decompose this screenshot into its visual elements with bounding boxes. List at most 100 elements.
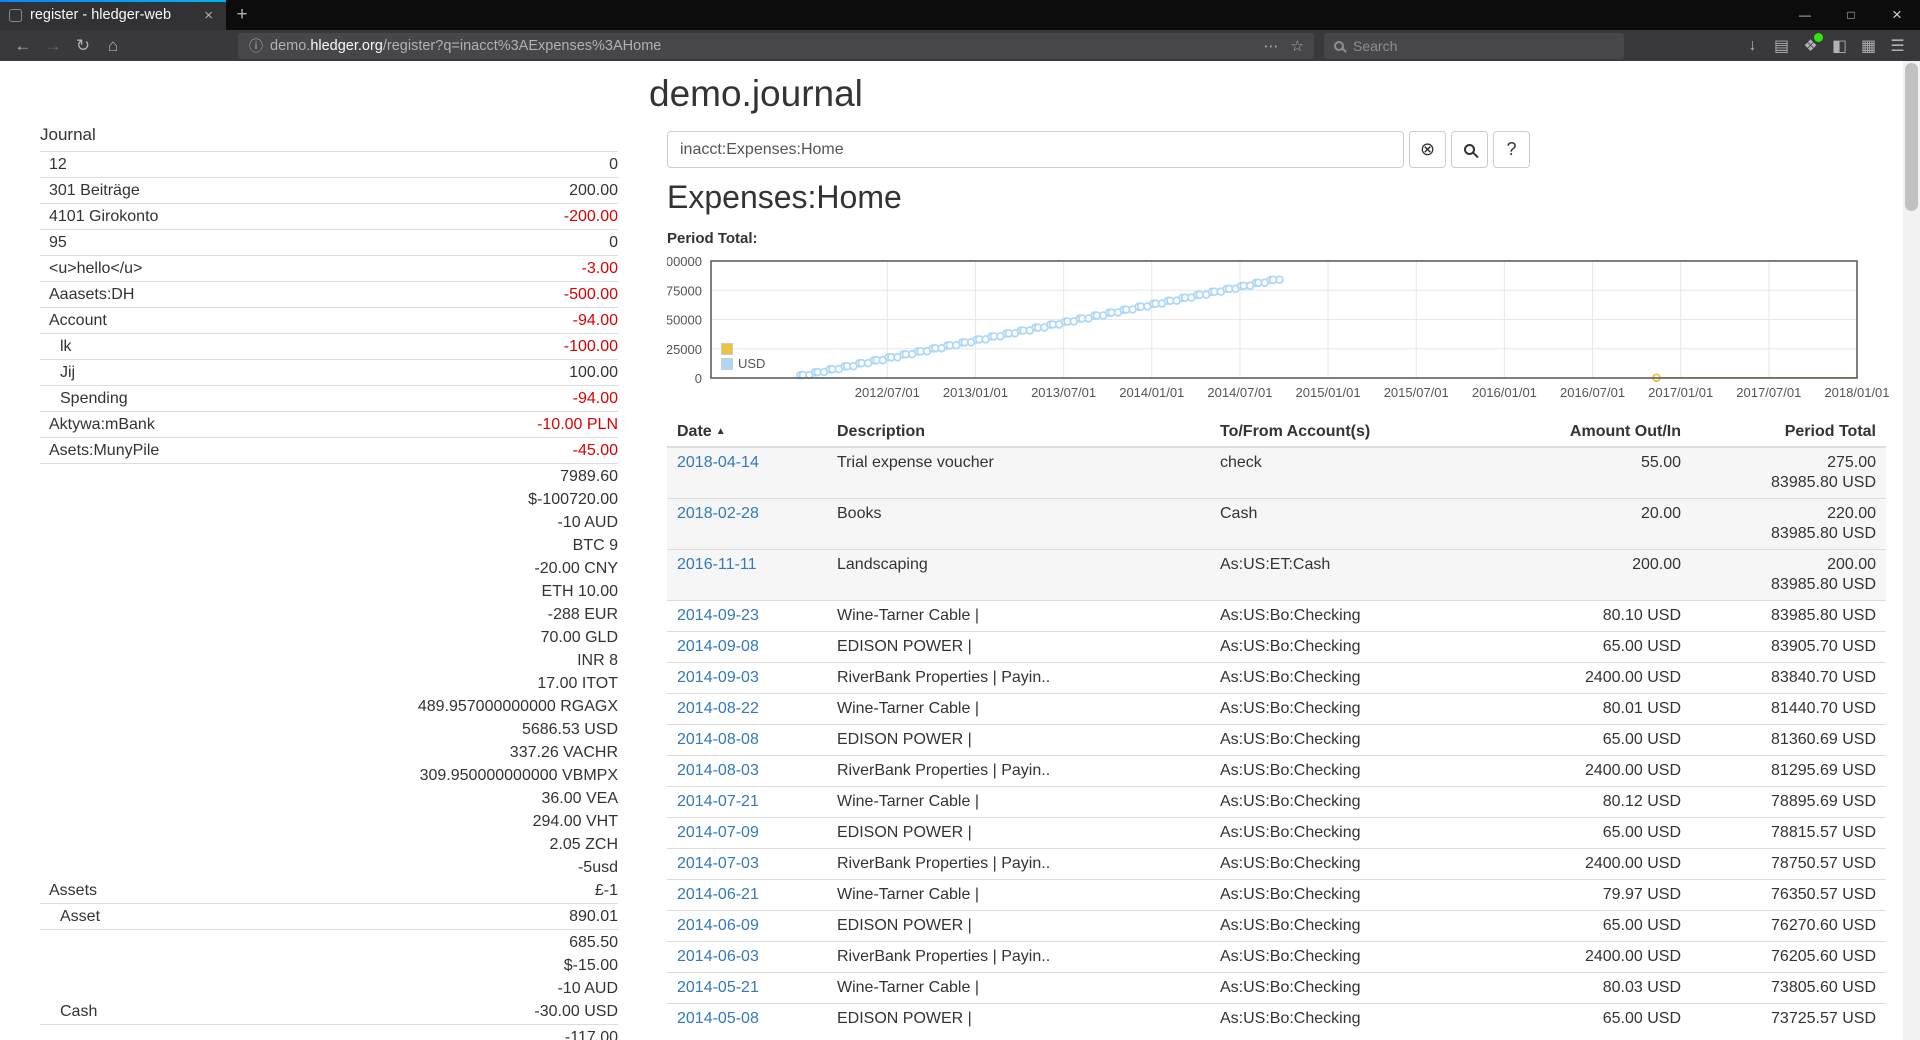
register-row: 2014-07-09 EDISON POWER | As:US:Bo:Checkin… bbox=[667, 817, 1886, 849]
browser-tab-bar: register - hledger-web × + — □ × bbox=[0, 0, 1920, 30]
transaction-date-link[interactable]: 2018-02-28 bbox=[677, 505, 759, 522]
back-button-icon[interactable]: ← bbox=[14, 35, 32, 55]
sidebar-account-link[interactable]: Aaasets:DH bbox=[49, 286, 135, 303]
register-row: 2014-08-08 EDISON POWER | As:US:Bo:Checkin… bbox=[667, 724, 1886, 756]
bookmark-star-icon[interactable]: ☆ bbox=[1290, 37, 1304, 55]
sidebar-account-link[interactable]: 12 bbox=[49, 156, 67, 173]
transaction-date-link[interactable]: 2014-09-03 bbox=[677, 669, 759, 686]
sidebar-account-link[interactable]: Assets bbox=[49, 882, 98, 899]
sidebar-account-link[interactable]: Asset bbox=[60, 908, 101, 925]
new-tab-button[interactable]: + bbox=[236, 4, 248, 25]
scrollbar-thumb[interactable] bbox=[1905, 63, 1918, 211]
sidebar-account-link[interactable]: Jij bbox=[60, 364, 76, 381]
sidebar-account-link[interactable]: Aktywa:mBank bbox=[49, 416, 155, 433]
tab-close-icon[interactable]: × bbox=[204, 6, 213, 24]
help-button[interactable]: ? bbox=[1493, 131, 1530, 168]
transaction-date-link[interactable]: 2014-08-22 bbox=[677, 700, 759, 717]
transaction-date-link[interactable]: 2014-09-08 bbox=[677, 638, 759, 655]
window-controls: — □ × bbox=[1782, 0, 1920, 30]
account-balance-amount: -100.00 bbox=[563, 338, 618, 355]
svg-text:2014/07/01: 2014/07/01 bbox=[1207, 385, 1272, 400]
reload-button-icon[interactable]: ↻ bbox=[75, 35, 91, 55]
account-name-cell bbox=[40, 1024, 256, 1040]
extension-icon[interactable]: ❖ bbox=[1796, 32, 1825, 59]
browser-search-bar[interactable]: Search bbox=[1324, 32, 1624, 59]
downloads-icon[interactable]: ↓ bbox=[1748, 36, 1757, 54]
query-input[interactable] bbox=[667, 131, 1404, 168]
transaction-period-total: 73805.60 USD bbox=[1691, 972, 1886, 1004]
sidebar-account-link[interactable]: Spending bbox=[60, 390, 128, 407]
transaction-date-link[interactable]: 2014-08-03 bbox=[677, 762, 759, 779]
transaction-account: As:US:ET:Cash bbox=[1210, 549, 1445, 601]
period-total-amount: 200.00 bbox=[1827, 556, 1876, 573]
sidebar-account-link[interactable]: 95 bbox=[49, 234, 67, 251]
sidebar-account-row: Assets 7989.60 $-100720.00 -10 AUD BTC 9 -20.… bbox=[40, 463, 618, 904]
transaction-description: RiverBank Properties | Payin.. bbox=[827, 662, 1210, 694]
transaction-date-link[interactable]: 2014-05-08 bbox=[677, 1010, 759, 1027]
register-row: 2014-07-21 Wine-Tarner Cable | As:US:Bo:Ch… bbox=[667, 786, 1886, 818]
transaction-date-link[interactable]: 2016-11-11 bbox=[677, 556, 757, 573]
clear-query-button[interactable]: ⊗ bbox=[1409, 131, 1446, 168]
browser-tab[interactable]: register - hledger-web × bbox=[0, 0, 226, 30]
search-button[interactable] bbox=[1451, 131, 1488, 168]
navigation-buttons: ← → ↻ ⌂ bbox=[8, 32, 128, 59]
account-balance-cell: -200.00 bbox=[255, 203, 618, 230]
transaction-date-link[interactable]: 2014-07-03 bbox=[677, 855, 759, 872]
date-cell: 2014-08-08 bbox=[667, 724, 827, 756]
url-bar[interactable]: ⓘ demo.hledger.org/register?q=inacct%3AE… bbox=[238, 32, 1314, 59]
transaction-date-link[interactable]: 2014-06-03 bbox=[677, 948, 759, 965]
sidebar-account-link[interactable]: Account bbox=[49, 312, 107, 329]
account-balance-amount: -45.00 bbox=[572, 442, 618, 459]
svg-text:0: 0 bbox=[695, 371, 702, 386]
window-minimize-button[interactable]: — bbox=[1799, 8, 1811, 22]
sidebar-account-link[interactable]: 4101 Girokonto bbox=[49, 208, 159, 225]
transaction-date-link[interactable]: 2014-07-21 bbox=[677, 793, 759, 810]
account-name-cell: Jij bbox=[40, 359, 256, 386]
sidebar-account-link[interactable]: Asets:MunyPile bbox=[49, 442, 160, 459]
transaction-date-link[interactable]: 2014-07-09 bbox=[677, 824, 759, 841]
transaction-period-total: 78750.57 USD bbox=[1691, 848, 1886, 880]
transaction-period-total: 83905.70 USD bbox=[1691, 631, 1886, 663]
transaction-date-link[interactable]: 2018-04-14 bbox=[677, 454, 759, 471]
transaction-date-link[interactable]: 2014-06-09 bbox=[677, 917, 759, 934]
query-form: ⊗ ? bbox=[667, 131, 1530, 168]
account-balance-cell: 100.00 bbox=[255, 359, 618, 386]
library-icon[interactable]: ▤ bbox=[1773, 37, 1790, 55]
transaction-amount: 65.00 USD bbox=[1445, 910, 1691, 942]
svg-text:2015/07/01: 2015/07/01 bbox=[1384, 385, 1449, 400]
period-total-amount: 81295.69 USD bbox=[1771, 762, 1876, 779]
transaction-date-link[interactable]: 2014-08-08 bbox=[677, 731, 759, 748]
transaction-date-link[interactable]: 2014-09-23 bbox=[677, 607, 759, 624]
sidebar-account-link[interactable]: 301 Beiträge bbox=[49, 182, 140, 199]
sidebar-account-link[interactable]: lk bbox=[60, 338, 72, 355]
period-total-amount: 83840.70 USD bbox=[1771, 669, 1876, 686]
sidebar-account-link[interactable]: <u>hello</u> bbox=[49, 260, 143, 277]
sidebar-account-row: 12 0 bbox=[40, 151, 618, 178]
register-row: 2014-05-08 EDISON POWER | As:US:Bo:Checkin… bbox=[667, 1003, 1886, 1034]
date-cell: 2014-06-21 bbox=[667, 879, 827, 911]
search-icon bbox=[1334, 40, 1344, 51]
transaction-description: Books bbox=[827, 498, 1210, 550]
window-maximize-button[interactable]: □ bbox=[1847, 8, 1855, 22]
page-scrollbar[interactable] bbox=[1903, 61, 1920, 1040]
transaction-amount: 20.00 bbox=[1445, 498, 1691, 550]
menu-icon[interactable]: ☰ bbox=[1890, 37, 1905, 55]
sidebars-icon[interactable]: ◧ bbox=[1831, 37, 1848, 55]
transaction-period-total: 73725.57 USD bbox=[1691, 1003, 1886, 1034]
sidebar-account-link[interactable]: Cash bbox=[60, 1003, 98, 1020]
sidebar-journal-link[interactable]: Journal bbox=[40, 125, 96, 144]
column-header-date[interactable]: Date ▲ bbox=[667, 418, 827, 448]
transaction-date-link[interactable]: 2014-05-21 bbox=[677, 979, 759, 996]
window-close-button[interactable]: × bbox=[1892, 5, 1902, 24]
svg-text:2016/01/01: 2016/01/01 bbox=[1472, 385, 1537, 400]
url-text: demo.hledger.org/register?q=inacct%3AExp… bbox=[270, 38, 1258, 54]
register-row: 2014-05-21 Wine-Tarner Cable | As:US:Bo:Ch… bbox=[667, 972, 1886, 1004]
column-header-description: Description bbox=[827, 418, 1210, 448]
forward-button-icon[interactable]: → bbox=[44, 35, 62, 55]
page-actions-icon[interactable]: ⋯ bbox=[1263, 37, 1279, 55]
screenshots-icon[interactable]: ▦ bbox=[1860, 37, 1877, 55]
svg-text:2015/01/01: 2015/01/01 bbox=[1296, 385, 1361, 400]
site-info-icon[interactable]: ⓘ bbox=[249, 37, 263, 54]
transaction-date-link[interactable]: 2014-06-21 bbox=[677, 886, 759, 903]
home-button-icon[interactable]: ⌂ bbox=[107, 35, 119, 55]
